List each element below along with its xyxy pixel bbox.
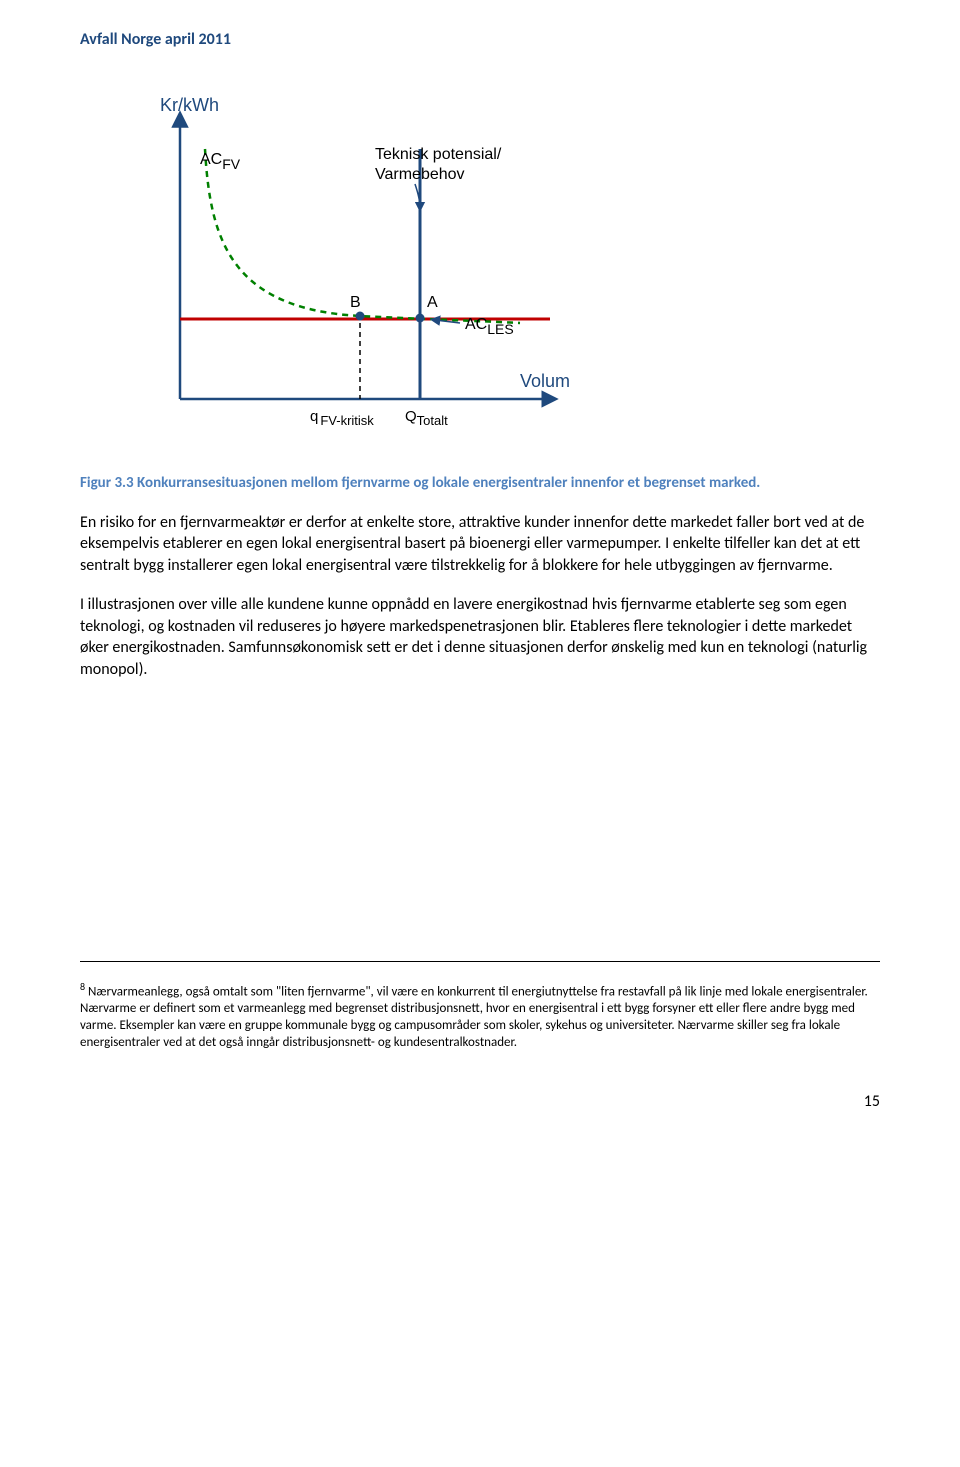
svg-text:QTotalt: QTotalt [405,408,448,428]
point-a-label: A [427,294,438,311]
right-label-les: LES [487,321,513,337]
point-b-label: B [350,294,361,311]
curve-label-ac: AC [200,151,222,168]
right-label-ac: AC [465,316,487,333]
footnote-text: Nærvarmeanlegg, også omtalt som "liten f… [80,984,868,1050]
xtick-Q-sub: Totalt [417,413,448,428]
curve-label-fv: FV [222,156,241,172]
xtick-q: q [310,408,318,425]
page-header: Avfall Norge april 2011 [80,30,880,49]
footnote: 8 Nærvarmeanlegg, også omtalt som "liten… [80,980,880,1052]
xtick-q-sub: FV-kritisk [320,413,374,428]
top-label-l2: Varmebehov [375,166,465,183]
x-axis-label: Volum [520,371,570,391]
page-number: 15 [80,1092,880,1111]
body-paragraph-2: I illustrasjonen over ville alle kundene… [80,594,880,680]
top-label-l1: Teknisk potensial/ [375,146,502,163]
svg-text:qFV-kritisk: qFV-kritisk [310,408,374,428]
xtick-Q: Q [405,408,417,425]
y-axis-label: Kr/kWh [160,95,219,115]
figure-caption: Figur 3.3 Konkurransesituasjonen mellom … [80,474,880,494]
body-paragraph-1: En risiko for en fjernvarmeaktør er derf… [80,512,880,577]
svg-text:ACFV: ACFV [200,151,241,172]
footnote-separator [80,961,880,962]
economics-chart: Kr/kWh Volum ACFV Teknisk potensial/ Var… [120,89,880,454]
